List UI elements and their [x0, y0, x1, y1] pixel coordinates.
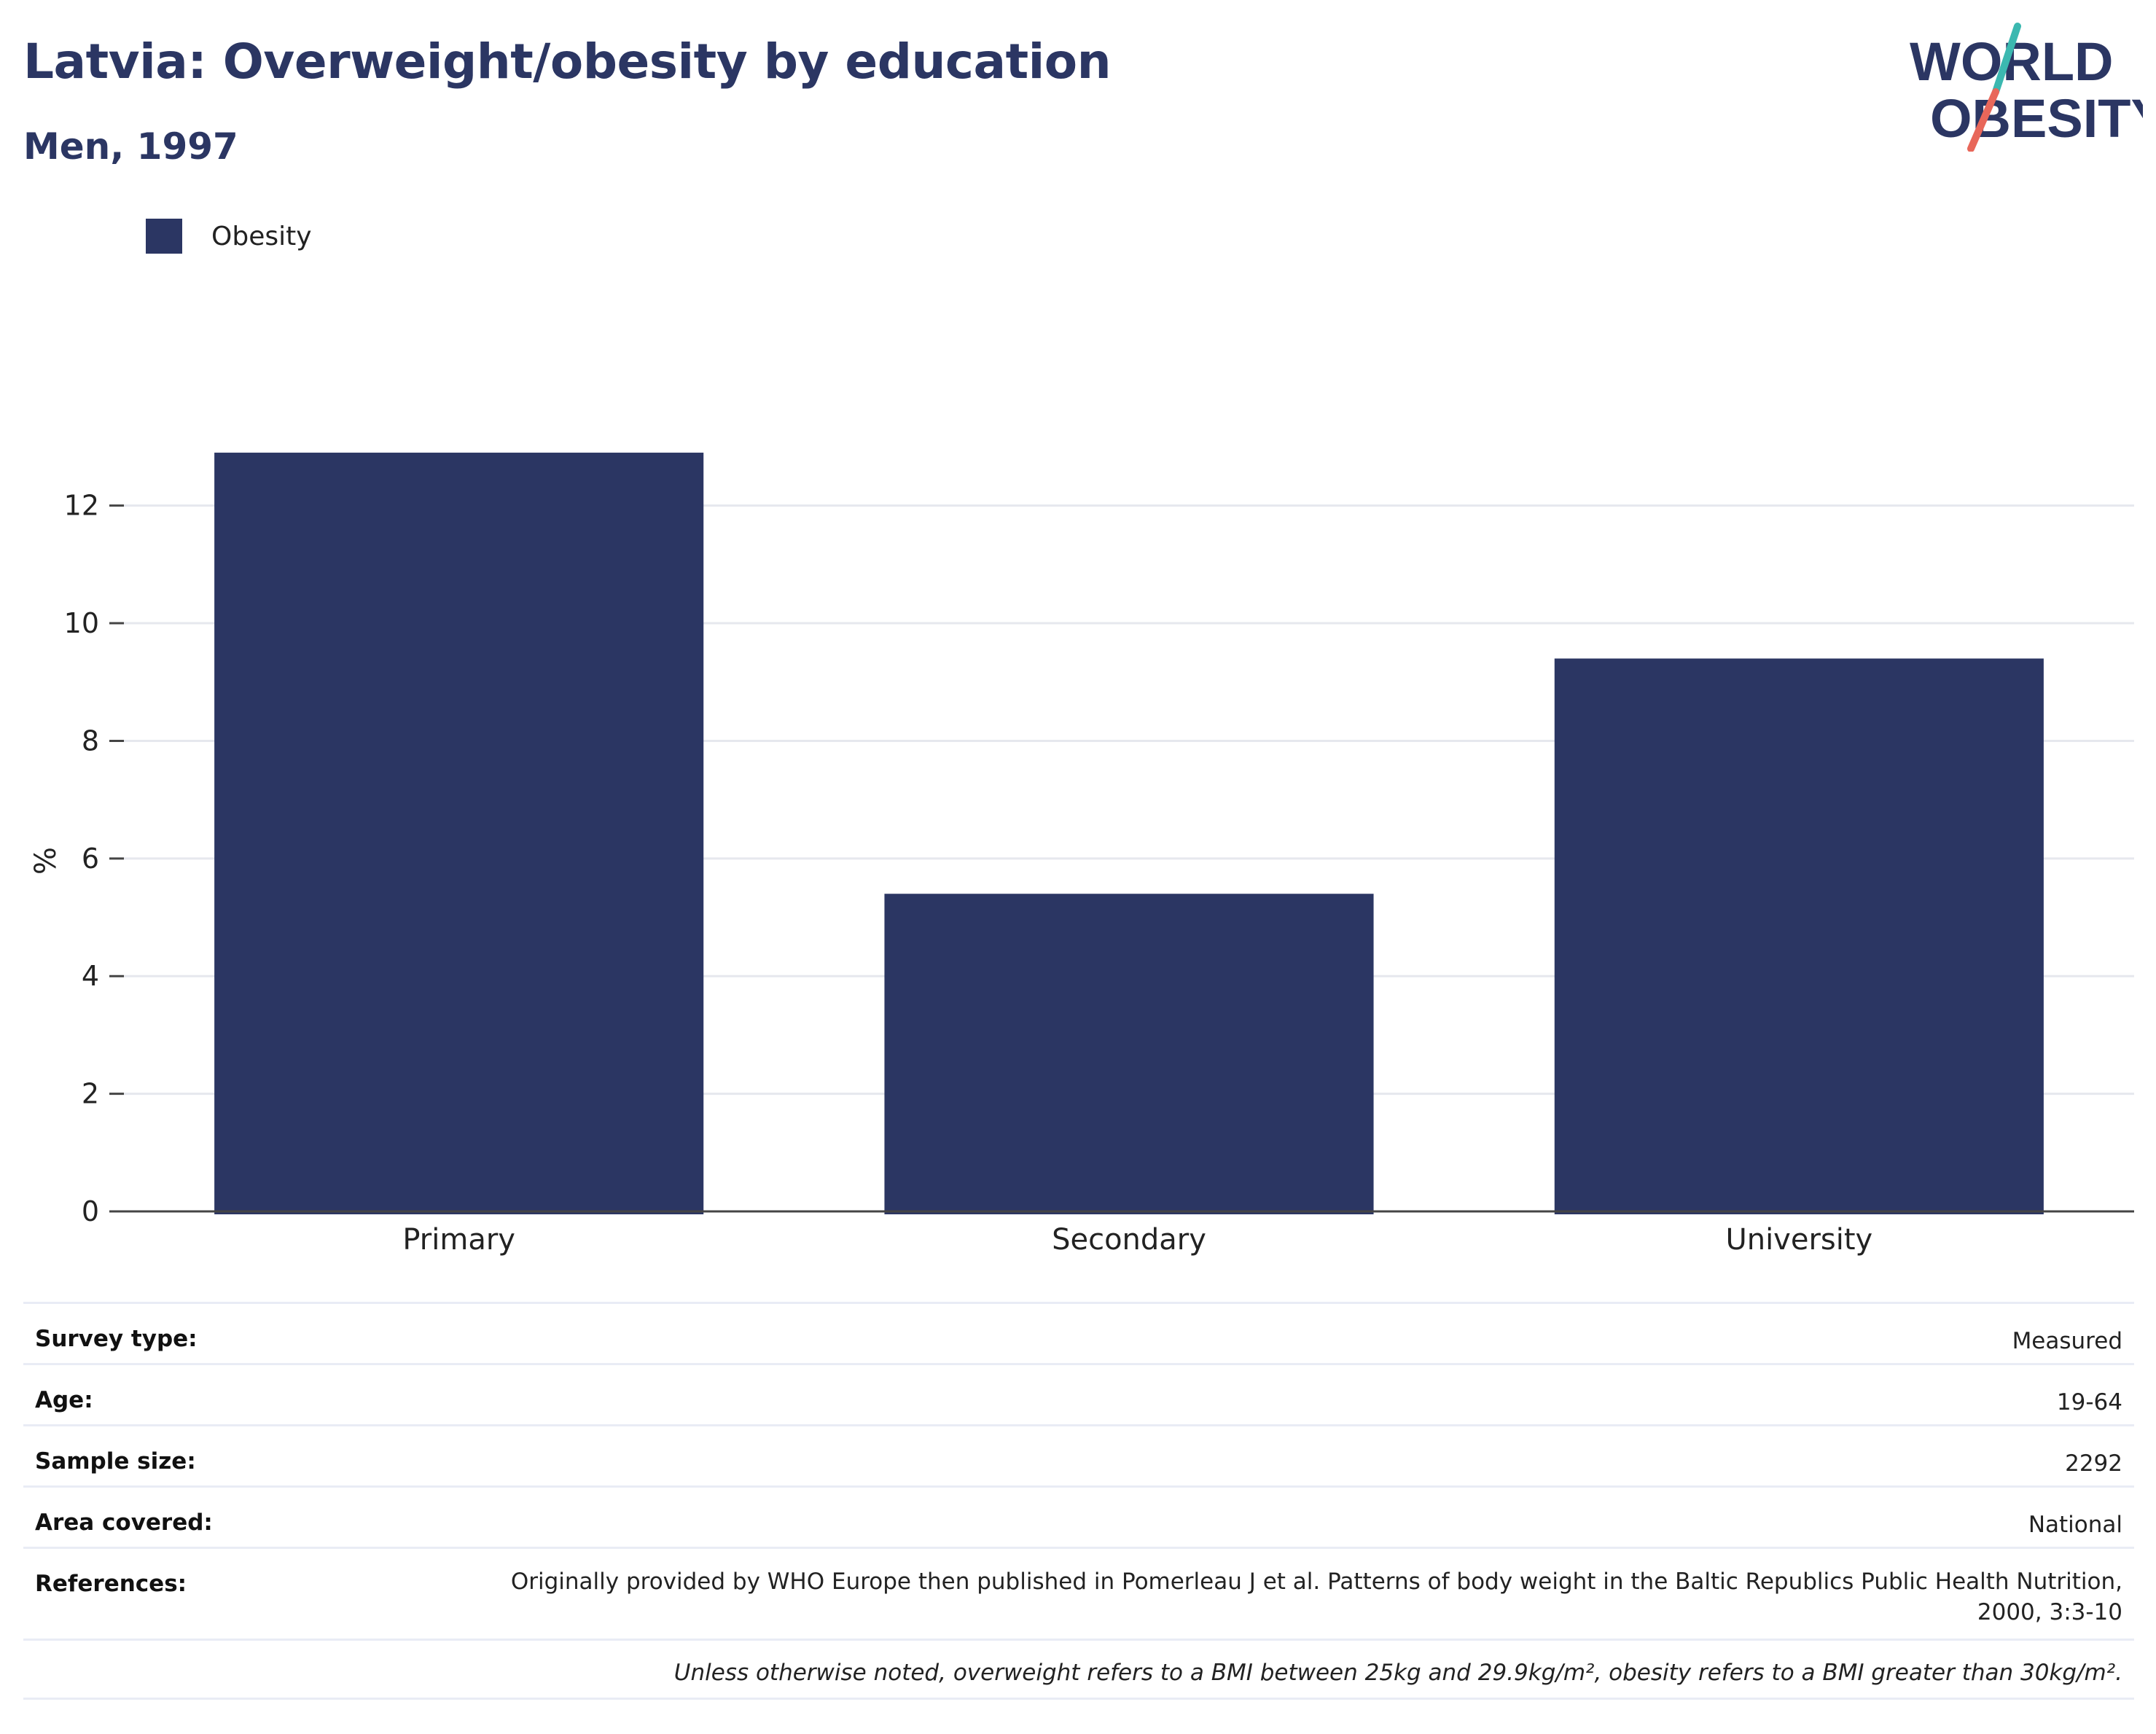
y-tick-label: 12 — [64, 490, 99, 522]
world-obesity-logo: WORLD OBESITY — [1910, 23, 2143, 152]
logo-slash-red — [1967, 88, 1999, 152]
y-tick-label: 4 — [82, 960, 99, 992]
meta-value: Measured — [2012, 1328, 2122, 1354]
meta-key: Survey type: — [35, 1326, 198, 1352]
meta-row-references: References: Originally provided by WHO E… — [23, 1547, 2134, 1639]
bmi-footnote: Unless otherwise noted, overweight refer… — [23, 1639, 2134, 1700]
meta-key: References: — [35, 1571, 187, 1597]
meta-key: Area covered: — [35, 1510, 213, 1536]
meta-row-area-covered: Area covered: National — [23, 1485, 2134, 1547]
chart-legend[interactable]: Obesity — [146, 219, 312, 254]
x-tick-label: Primary — [402, 1223, 515, 1257]
meta-key: Age: — [35, 1387, 93, 1413]
bar-secondary — [884, 894, 1374, 1214]
y-tick-label: 10 — [64, 607, 99, 639]
logo-word-obesity: OBESITY — [1930, 88, 2143, 149]
logo-slash-teal — [1992, 23, 2021, 95]
meta-key: Sample size: — [35, 1448, 196, 1475]
y-tick-label: 2 — [82, 1078, 99, 1110]
x-tick-label: University — [1725, 1223, 1872, 1257]
meta-value: National — [2028, 1512, 2122, 1538]
bar-primary — [214, 453, 704, 1214]
bar-university — [1554, 658, 2044, 1214]
legend-swatch-obesity — [146, 219, 182, 254]
meta-value: 2292 — [2065, 1450, 2122, 1477]
legend-label-obesity: Obesity — [211, 221, 312, 251]
meta-value: 19-64 — [2056, 1389, 2122, 1415]
meta-row-sample-size: Sample size: 2292 — [23, 1424, 2134, 1485]
y-tick-label: 6 — [82, 843, 99, 875]
meta-value: Originally provided by WHO Europe then p… — [510, 1569, 2122, 1625]
survey-metadata-table: Survey type: Measured Age: 19-64 Sample … — [23, 1302, 2134, 1700]
chart-title: Latvia: Overweight/obesity by education — [23, 34, 1112, 90]
y-axis-label: % — [29, 847, 63, 875]
y-tick-label: 0 — [82, 1195, 99, 1227]
chart-subtitle: Men, 1997 — [23, 125, 238, 168]
meta-row-age: Age: 19-64 — [23, 1363, 2134, 1424]
x-tick-label: Secondary — [1052, 1223, 1206, 1257]
bar-chart: 0 2 4 6 8 10 12% Primary Secondary University — [29, 453, 2134, 1257]
y-tick-label: 8 — [82, 725, 99, 757]
meta-row-survey-type: Survey type: Measured — [23, 1302, 2134, 1363]
